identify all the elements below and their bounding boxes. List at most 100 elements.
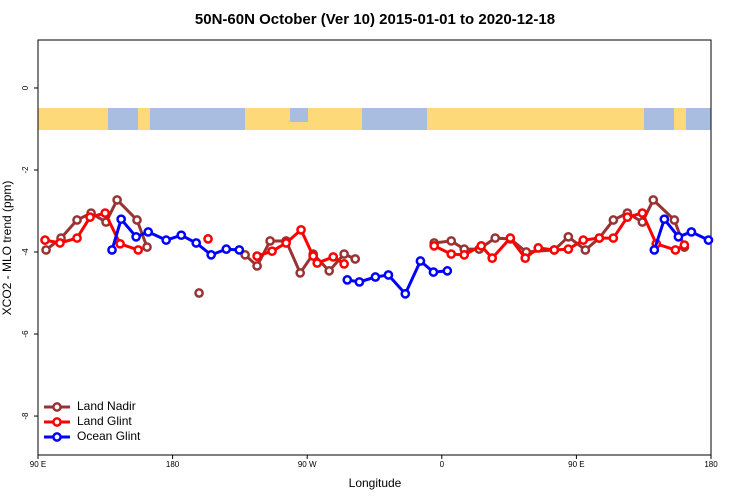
data-point xyxy=(161,235,172,245)
data-point xyxy=(342,275,353,285)
data-point xyxy=(533,243,544,253)
data-point xyxy=(40,235,50,245)
map-band xyxy=(38,108,711,130)
data-point xyxy=(328,252,339,262)
data-point xyxy=(194,288,204,298)
map-ocean xyxy=(150,108,245,130)
data-point xyxy=(133,245,144,255)
data-point xyxy=(265,236,275,246)
map-ocean xyxy=(644,108,674,130)
data-point xyxy=(400,288,411,299)
map-ocean xyxy=(362,108,427,130)
data-point xyxy=(594,233,605,243)
data-point xyxy=(41,245,51,255)
y-tick-label: -4 xyxy=(21,248,30,256)
data-point xyxy=(176,230,187,241)
data-point xyxy=(622,212,633,223)
data-point xyxy=(131,231,141,242)
data-point xyxy=(55,238,65,248)
data-point xyxy=(203,234,213,244)
data-point xyxy=(221,244,232,254)
data-point xyxy=(428,267,439,277)
y-tick-label: -8 xyxy=(21,412,30,420)
data-point xyxy=(240,250,250,260)
data-point xyxy=(415,256,426,266)
data-point xyxy=(252,261,262,271)
data-point xyxy=(281,238,291,248)
data-point xyxy=(252,251,262,261)
y-tick-label: 0 xyxy=(21,85,30,90)
data-point xyxy=(446,236,457,246)
x-tick-label: 90 W xyxy=(298,460,317,469)
data-point xyxy=(429,241,440,251)
legend-label: Land Glint xyxy=(77,414,132,428)
legend-marker xyxy=(52,417,62,427)
data-point xyxy=(670,245,681,255)
data-point xyxy=(100,208,111,218)
plot-frame xyxy=(37,39,712,456)
x-axis-label: Longitude xyxy=(349,476,402,490)
data-point xyxy=(234,245,245,255)
data-point xyxy=(505,233,516,243)
data-point xyxy=(608,233,619,243)
data-point xyxy=(142,242,152,252)
data-point xyxy=(490,233,501,243)
y-tick-label: -2 xyxy=(21,166,30,174)
data-point xyxy=(383,270,394,280)
data-point xyxy=(673,231,684,242)
data-point xyxy=(295,268,306,278)
data-point xyxy=(339,249,349,259)
data-point xyxy=(580,245,591,255)
y-axis-label: XCO2 - MLO trend (ppm) xyxy=(0,181,14,316)
data-point xyxy=(191,238,202,248)
data-point xyxy=(85,212,95,223)
data-point xyxy=(350,254,361,264)
data-point xyxy=(459,250,470,260)
data-point xyxy=(339,259,349,269)
data-point xyxy=(72,233,82,243)
data-point xyxy=(520,253,531,264)
data-point xyxy=(206,250,217,260)
data-point xyxy=(659,214,670,225)
x-tick-label: 0 xyxy=(440,460,445,469)
data-point xyxy=(132,215,142,225)
data-point xyxy=(669,215,680,225)
data-point xyxy=(308,251,319,261)
map-ocean xyxy=(686,108,711,130)
data-point xyxy=(296,225,306,235)
map-ocean xyxy=(290,108,308,122)
data-point xyxy=(487,253,498,264)
x-tick-label: 180 xyxy=(166,460,180,469)
legend-marker xyxy=(52,432,62,442)
data-point xyxy=(549,245,560,255)
data-point xyxy=(637,208,648,218)
legend-label: Land Nadir xyxy=(77,399,136,413)
x-tick-label: 90 E xyxy=(30,460,46,469)
data-point xyxy=(442,266,453,276)
data-point xyxy=(446,249,457,259)
data-point xyxy=(267,246,277,257)
data-point xyxy=(324,266,335,276)
chart-title: 50N-60N October (Ver 10) 2015-01-01 to 2… xyxy=(195,11,555,28)
data-point xyxy=(563,244,574,254)
legend-label: Ocean Glint xyxy=(77,429,141,443)
data-point xyxy=(679,240,690,250)
legend-marker xyxy=(52,402,62,412)
series-line xyxy=(45,197,686,276)
data-point xyxy=(370,272,381,282)
data-point xyxy=(115,238,125,249)
data-point xyxy=(107,245,117,255)
data-point xyxy=(563,231,574,242)
data-point xyxy=(703,235,714,245)
data-point xyxy=(354,277,365,287)
data-point xyxy=(649,245,660,255)
data-point xyxy=(116,214,127,225)
data-point xyxy=(686,227,697,237)
y-tick-label: -6 xyxy=(21,330,30,338)
data-point xyxy=(608,215,619,225)
x-tick-label: 180 xyxy=(704,460,718,469)
data-point xyxy=(578,235,589,245)
data-point xyxy=(112,195,122,205)
data-point xyxy=(143,227,154,237)
